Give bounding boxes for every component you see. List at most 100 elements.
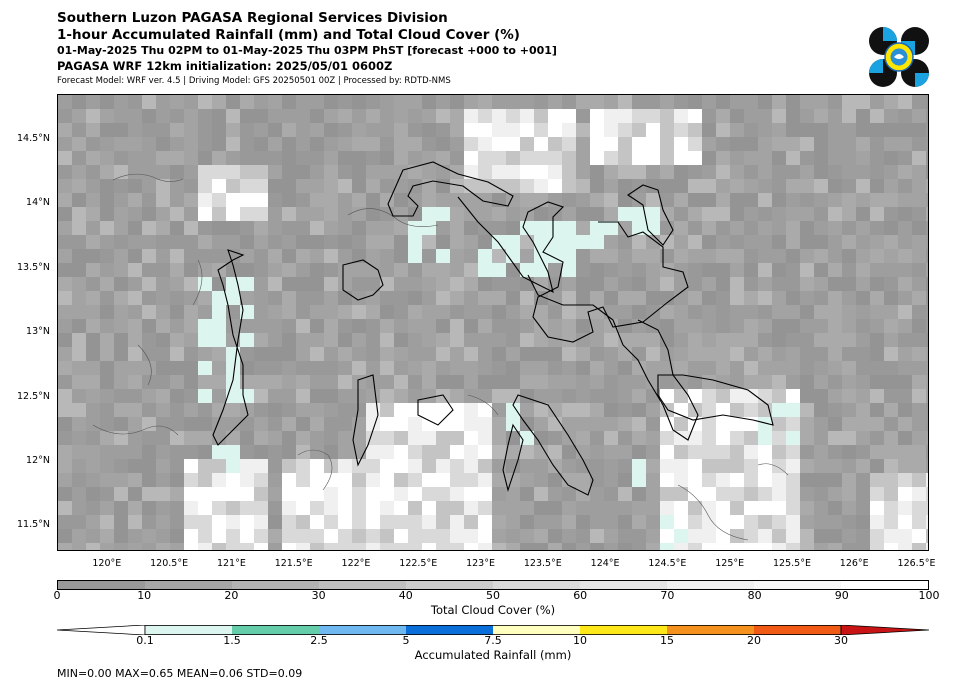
grid-cell	[156, 207, 170, 221]
grid-cell	[590, 431, 604, 445]
grid-cell	[296, 459, 310, 473]
grid-cell	[632, 459, 646, 473]
grid-cell	[184, 333, 198, 347]
grid-cell	[506, 277, 520, 291]
grid-cell	[86, 263, 100, 277]
grid-cell	[100, 291, 114, 305]
grid-cell	[310, 277, 324, 291]
grid-cell	[898, 459, 912, 473]
grid-cell	[898, 347, 912, 361]
grid-cell	[212, 431, 226, 445]
grid-cell	[842, 515, 856, 529]
grid-cell	[730, 193, 744, 207]
grid-cell	[884, 319, 898, 333]
grid-cell	[114, 193, 128, 207]
grid-cell	[72, 529, 86, 543]
grid-cell	[184, 319, 198, 333]
grid-cell	[128, 445, 142, 459]
grid-cell	[408, 305, 422, 319]
grid-cell	[870, 333, 884, 347]
grid-cell	[100, 165, 114, 179]
grid-cell	[688, 305, 702, 319]
grid-cell	[632, 487, 646, 501]
grid-cell	[828, 305, 842, 319]
grid-cell	[506, 221, 520, 235]
grid-cell	[534, 529, 548, 543]
grid-cell	[716, 151, 730, 165]
grid-cell	[926, 473, 928, 487]
grid-cell	[912, 221, 926, 235]
grid-cell	[198, 235, 212, 249]
grid-cell	[562, 95, 576, 109]
grid-cell	[464, 305, 478, 319]
grid-cell	[366, 249, 380, 263]
grid-cell	[114, 151, 128, 165]
grid-cell	[506, 249, 520, 263]
grid-cell	[114, 445, 128, 459]
grid-cell	[506, 123, 520, 137]
grid-cell	[506, 319, 520, 333]
grid-cell	[772, 445, 786, 459]
cloud-cover-swatch	[667, 581, 754, 589]
grid-cell	[772, 123, 786, 137]
grid-cell	[408, 417, 422, 431]
grid-cell	[842, 431, 856, 445]
grid-cell	[884, 529, 898, 543]
grid-cell	[254, 263, 268, 277]
grid-cell	[58, 375, 72, 389]
grid-cell	[534, 221, 548, 235]
grid-cell	[688, 263, 702, 277]
grid-cell	[674, 165, 688, 179]
grid-cell	[898, 543, 912, 550]
grid-cell	[786, 361, 800, 375]
grid-cell	[240, 319, 254, 333]
grid-cell	[184, 305, 198, 319]
grid-cell	[786, 529, 800, 543]
grid-cell	[408, 165, 422, 179]
grid-cell	[828, 319, 842, 333]
grid-cell	[100, 445, 114, 459]
cloud-cover-tick: 10	[137, 589, 152, 602]
grid-cell	[702, 375, 716, 389]
grid-cell	[198, 515, 212, 529]
grid-cell	[870, 291, 884, 305]
grid-cell	[702, 305, 716, 319]
grid-cell	[86, 179, 100, 193]
grid-cell	[758, 123, 772, 137]
grid-cell	[856, 389, 870, 403]
grid-cell	[170, 529, 184, 543]
grid-cell	[786, 179, 800, 193]
grid-cell	[394, 137, 408, 151]
grid-cell	[716, 277, 730, 291]
grid-cell	[842, 543, 856, 550]
grid-cell	[72, 445, 86, 459]
grid-cell	[590, 179, 604, 193]
grid-cell	[548, 417, 562, 431]
grid-cell	[814, 165, 828, 179]
grid-cell	[254, 347, 268, 361]
grid-cell	[674, 529, 688, 543]
grid-cell	[506, 291, 520, 305]
grid-cell	[884, 473, 898, 487]
grid-cell	[562, 263, 576, 277]
grid-cell	[534, 431, 548, 445]
grid-cell	[114, 179, 128, 193]
grid-cell	[296, 207, 310, 221]
grid-cell	[408, 333, 422, 347]
grid-cell	[842, 347, 856, 361]
grid-cell	[436, 347, 450, 361]
grid-cell	[520, 305, 534, 319]
grid-cell	[450, 95, 464, 109]
grid-cell	[114, 543, 128, 550]
rainfall-tick: 20	[747, 634, 761, 647]
grid-cell	[814, 263, 828, 277]
grid-cell	[870, 193, 884, 207]
grid-cell	[128, 529, 142, 543]
grid-cell	[772, 431, 786, 445]
grid-cell	[632, 347, 646, 361]
grid-cell	[128, 375, 142, 389]
grid-cell	[184, 109, 198, 123]
grid-cell	[380, 459, 394, 473]
grid-cell	[674, 319, 688, 333]
grid-cell	[506, 375, 520, 389]
